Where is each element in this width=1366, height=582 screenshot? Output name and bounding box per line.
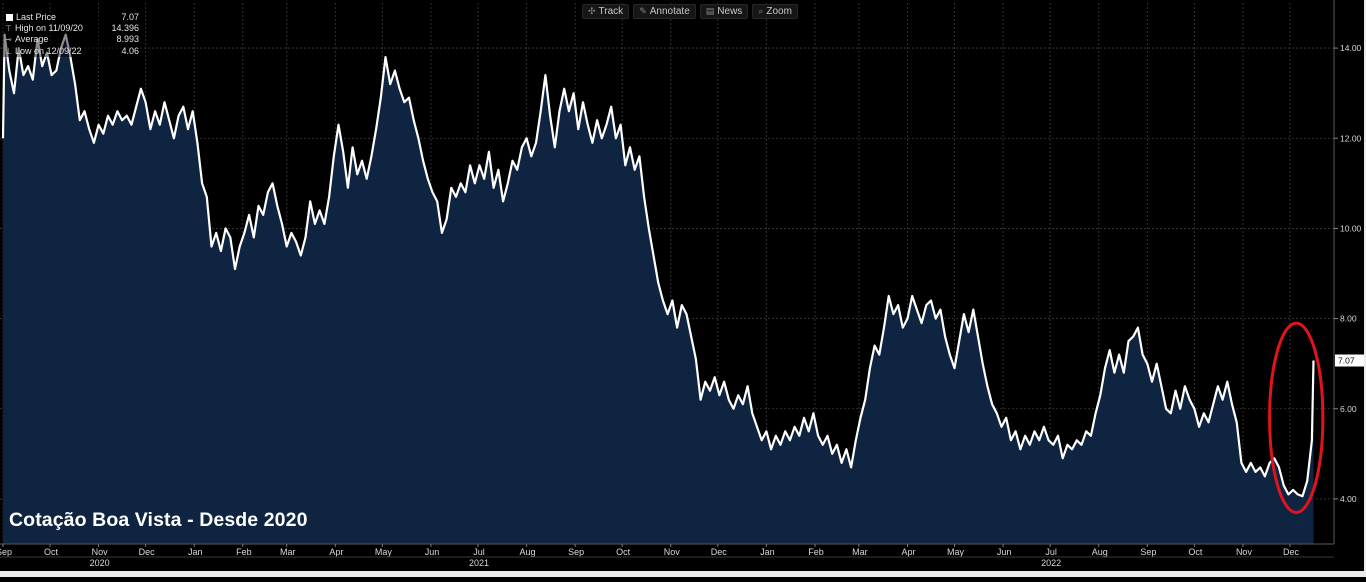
x-tick-label: Sep bbox=[1140, 547, 1156, 557]
x-tick-label: Jun bbox=[425, 547, 440, 557]
x-tick-label: Mar bbox=[280, 547, 296, 557]
y-tick-label: 4.00 bbox=[1340, 494, 1357, 504]
x-tick-label: Jul bbox=[473, 547, 485, 557]
legend-low: ⊥ Low on 12/09/22 4.06 bbox=[5, 46, 139, 57]
legend-high: ⊤ High on 11/09/20 14.396 bbox=[5, 23, 139, 34]
x-tick-label: Dec bbox=[1283, 547, 1300, 557]
price-legend: Last Price 7.07 ⊤ High on 11/09/20 14.39… bbox=[3, 12, 141, 57]
track-label: Track bbox=[598, 6, 624, 17]
y-tick-label: 10.00 bbox=[1340, 223, 1362, 233]
y-tick-label: 12.00 bbox=[1340, 133, 1362, 143]
legend-low-label: Low on 12/09/22 bbox=[15, 45, 82, 56]
y-tick-label: 6.00 bbox=[1340, 404, 1357, 414]
news-icon: ▤ bbox=[705, 6, 715, 16]
series-swatch-icon bbox=[6, 14, 13, 22]
crosshair-icon: ✣ bbox=[588, 6, 596, 16]
legend-average-value: 8.993 bbox=[116, 34, 139, 45]
x-tick-label: Apr bbox=[901, 547, 915, 557]
legend-average-label: Average bbox=[15, 34, 49, 45]
x-tick-label: Mar bbox=[852, 547, 868, 557]
x-tick-label: Dec bbox=[139, 547, 156, 557]
x-tick-label: Nov bbox=[664, 547, 681, 557]
x-axis: Sep Oct Nov Dec Jan Feb Mar Apr May Jun Jul Aug Sep O… bbox=[0, 544, 1334, 571]
x-year-label: 2020 bbox=[90, 558, 110, 568]
legend-high-value: 14.396 bbox=[111, 23, 139, 34]
legend-last-price[interactable]: Last Price 7.07 bbox=[5, 12, 139, 23]
x-tick-label: Feb bbox=[236, 547, 252, 557]
zoom-label: Zoom bbox=[766, 6, 792, 17]
legend-last-value: 7.07 bbox=[121, 12, 139, 22]
last-price-tag-box bbox=[1335, 354, 1365, 367]
high-marker-icon: ⊤ bbox=[5, 24, 12, 34]
x-axis-band bbox=[0, 545, 1334, 571]
x-tick-label: Dec bbox=[711, 547, 728, 557]
x-tick-label: Sep bbox=[568, 547, 584, 557]
legend-average: ⊸ Average 8.993 bbox=[5, 34, 139, 45]
price-line bbox=[1, 33, 1315, 498]
x-tick-label: Nov bbox=[92, 547, 109, 557]
annotate-label: Annotate bbox=[649, 6, 690, 17]
magnifier-icon: ⌕ bbox=[758, 6, 764, 16]
y-axis: 4.00 6.00 8.00 10.00 12.00 14.00 7.07 bbox=[1334, 43, 1365, 504]
x-tick-label: Aug bbox=[520, 547, 536, 557]
legend-low-value: 4.06 bbox=[121, 45, 139, 56]
x-tick-label: Jul bbox=[1045, 547, 1057, 557]
track-button[interactable]: ✣ Track bbox=[582, 4, 630, 19]
x-tick-label: Nov bbox=[1236, 547, 1253, 557]
y-tick-label: 8.00 bbox=[1340, 314, 1357, 324]
x-tick-label: Oct bbox=[44, 547, 59, 557]
window-edge bbox=[1364, 0, 1366, 571]
highlight-ellipse bbox=[1268, 321, 1325, 514]
x-tick-label: May bbox=[375, 547, 393, 557]
y-tick-label: 14.00 bbox=[1340, 43, 1362, 53]
news-button[interactable]: ▤ News bbox=[699, 4, 749, 19]
plot-area bbox=[0, 0, 1335, 545]
x-tick-label: Oct bbox=[1188, 547, 1203, 557]
zoom-button[interactable]: ⌕ Zoom bbox=[752, 4, 798, 19]
x-tick-label: Jun bbox=[997, 547, 1012, 557]
x-tick-label: Apr bbox=[329, 547, 343, 557]
annotation-layer bbox=[1268, 321, 1325, 514]
window-bottom-edge bbox=[0, 571, 1366, 577]
x-tick-label: Feb bbox=[808, 547, 824, 557]
annotate-button[interactable]: ✎ Annotate bbox=[633, 4, 696, 19]
legend-last-label: Last Price bbox=[16, 12, 57, 22]
x-year-label: 2022 bbox=[1041, 558, 1061, 568]
x-tick-label: Jan bbox=[188, 547, 203, 557]
x-tick-label: May bbox=[947, 547, 965, 557]
x-tick-label: Aug bbox=[1092, 547, 1108, 557]
legend-high-label: High on 11/09/20 bbox=[15, 23, 83, 34]
pencil-icon: ✎ bbox=[639, 6, 647, 16]
price-area bbox=[3, 34, 1314, 544]
average-marker-icon: ⊸ bbox=[5, 35, 12, 45]
chart-caption: Cotação Boa Vista - Desde 2020 bbox=[9, 509, 308, 531]
chart-toolbar: ✣ Track ✎ Annotate ▤ News ⌕ Zoom bbox=[582, 4, 798, 19]
x-year-label: 2021 bbox=[469, 558, 489, 568]
last-price-tag-label: 7.07 bbox=[1338, 356, 1355, 366]
x-tick-label: Sep bbox=[0, 547, 12, 557]
x-tick-label: Jan bbox=[760, 547, 775, 557]
news-label: News bbox=[717, 6, 743, 17]
low-marker-icon: ⊥ bbox=[5, 46, 12, 56]
x-tick-label: Oct bbox=[616, 547, 631, 557]
